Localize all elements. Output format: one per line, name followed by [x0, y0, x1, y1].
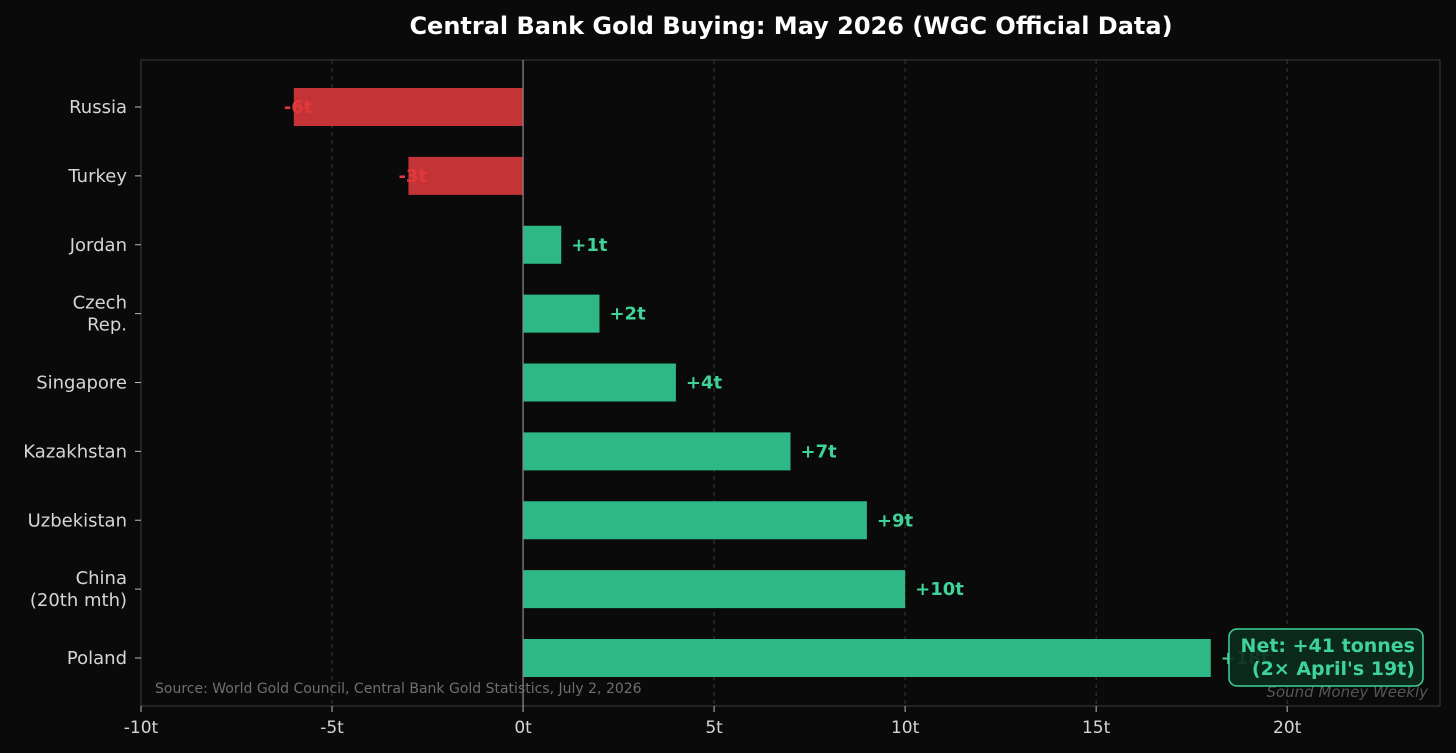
bars-layer	[293, 88, 1211, 677]
value-label-0: -6t	[284, 97, 313, 118]
x-tick-label-6: 20t	[1273, 718, 1302, 738]
category-label-1-0: Turkey	[67, 166, 127, 187]
value-label-1: -3t	[398, 166, 427, 187]
bar-poland	[523, 639, 1211, 677]
x-tick-label-5: 15t	[1082, 718, 1111, 738]
category-label-7-1: (20th mth)	[30, 590, 127, 611]
net-annotation: Net: +41 tonnes(2× April's 19t)	[1228, 628, 1424, 687]
chart-title: Central Bank Gold Buying: May 2026 (WGC …	[409, 12, 1172, 40]
x-tick-label-4: 10t	[891, 718, 920, 738]
net-annotation-line-0: Net: +41 tonnes	[1241, 635, 1415, 657]
x-tick-label-0: -10t	[124, 718, 159, 738]
category-label-3-1: Rep.	[87, 315, 127, 336]
category-label-7-0: China	[76, 568, 127, 589]
value-label-7: +10t	[915, 579, 964, 600]
bar-singapore	[523, 363, 676, 402]
source-note: Source: World Gold Council, Central Bank…	[155, 681, 642, 697]
value-label-5: +7t	[801, 441, 838, 462]
net-annotation-line-1: (2× April's 19t)	[1252, 658, 1415, 680]
bar-china	[523, 570, 906, 609]
category-label-4-0: Singapore	[36, 373, 127, 394]
value-label-6: +9t	[877, 510, 914, 531]
category-label-5-0: Kazakhstan	[23, 441, 127, 462]
category-label-8-0: Poland	[67, 648, 127, 669]
x-tick-label-2: 0t	[514, 718, 532, 738]
value-label-3: +2t	[609, 304, 646, 325]
bar-czech	[523, 294, 600, 333]
bar-uzbekistan	[523, 501, 867, 540]
net-annotation-box	[1228, 628, 1424, 687]
x-tick-label-1: -5t	[320, 718, 344, 738]
value-label-2: +1t	[571, 235, 608, 256]
bar-jordan	[523, 225, 562, 264]
axis-layer	[135, 59, 1441, 712]
bar-kazakhstan	[523, 432, 791, 471]
category-label-3-0: Czech	[73, 293, 127, 314]
watermark-text: Sound Money Weekly	[1266, 683, 1429, 701]
bar-turkey	[408, 156, 524, 195]
category-label-0-0: Russia	[69, 97, 127, 118]
bar-russia	[293, 88, 524, 126]
category-label-6-0: Uzbekistan	[28, 510, 127, 531]
value-label-4: +4t	[686, 373, 723, 394]
category-label-2-0: Jordan	[69, 235, 127, 256]
x-tick-label-3: 5t	[705, 718, 723, 738]
